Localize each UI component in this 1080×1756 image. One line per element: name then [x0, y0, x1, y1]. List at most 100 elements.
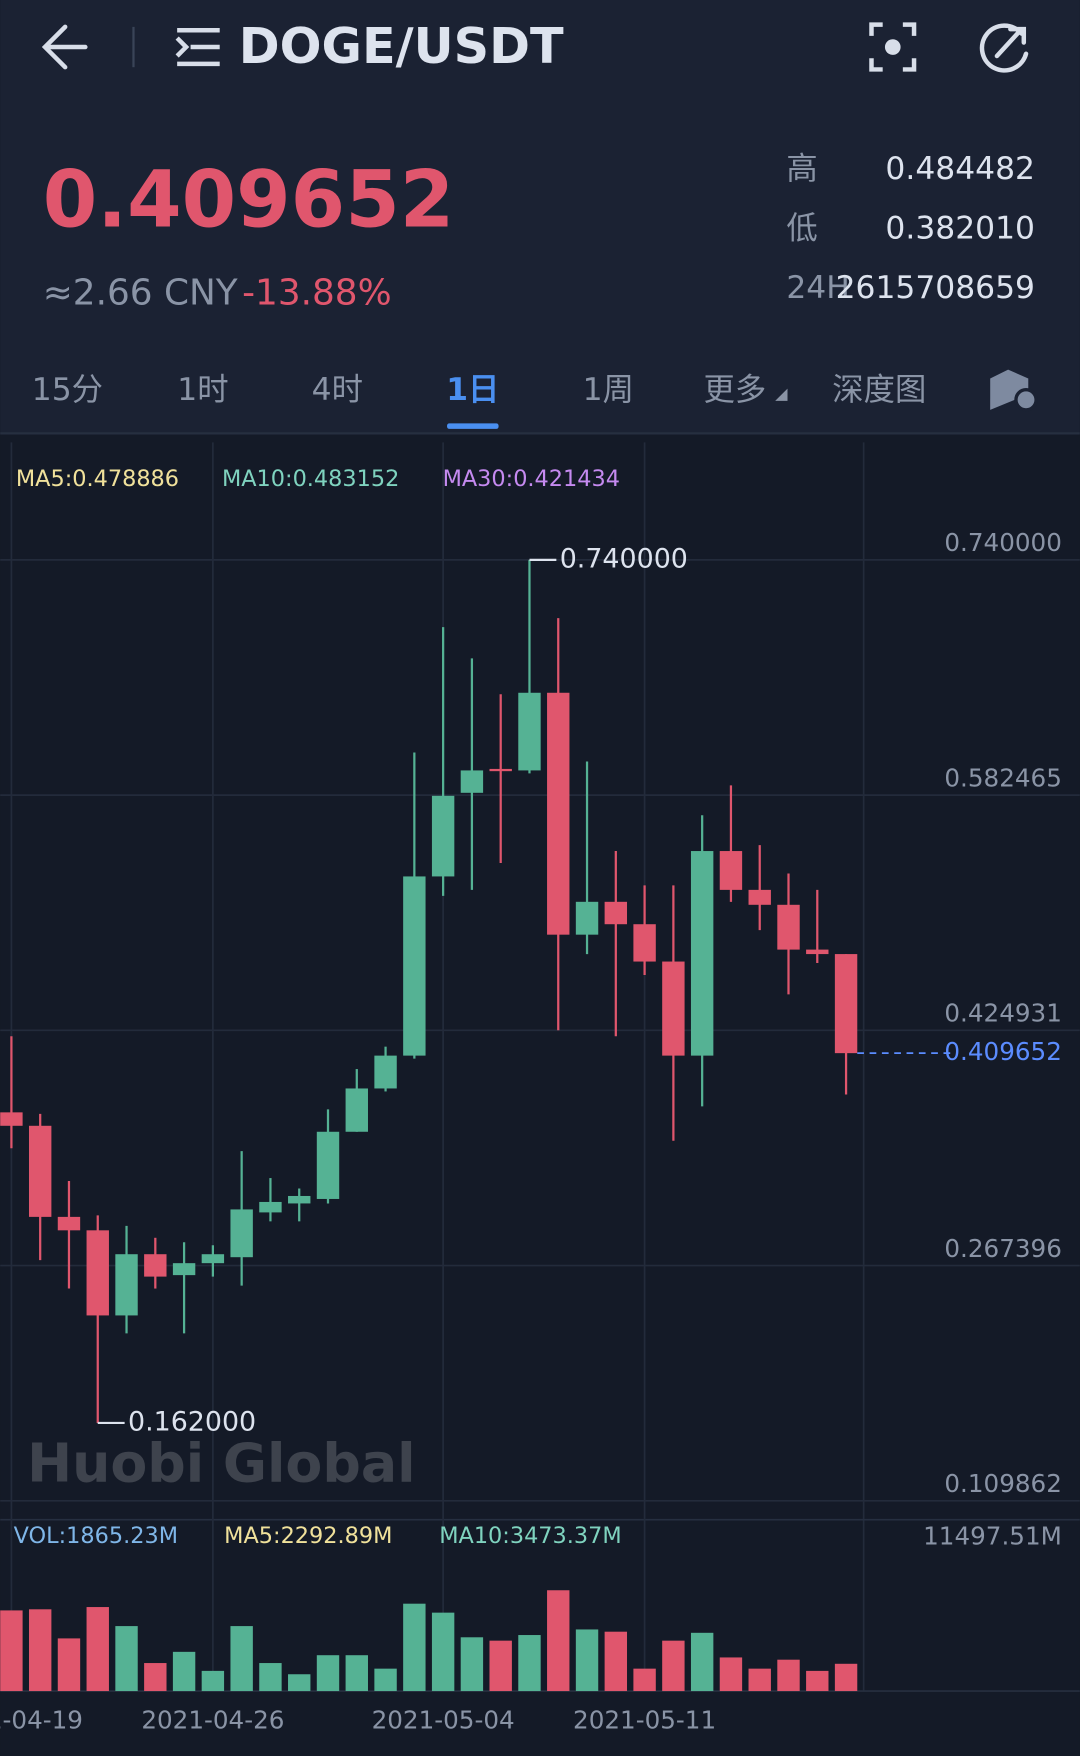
current-price-label: 0.409652: [944, 1037, 1062, 1066]
candle-body: [57, 1216, 81, 1231]
candle-body: [690, 851, 714, 1056]
y-tick-label: 0.424931: [944, 999, 1062, 1028]
last-price: 0.409652: [43, 154, 455, 245]
candle-body: [316, 1131, 340, 1199]
candle-body: [345, 1088, 368, 1132]
volume-bar: [259, 1663, 282, 1692]
candle-body: [431, 795, 455, 877]
price-change: -13.88%: [242, 273, 392, 314]
candle-body: [662, 961, 685, 1056]
candle-body: [806, 949, 829, 955]
candle-body: [403, 876, 426, 1056]
volume-bar: [690, 1632, 714, 1692]
settings-button[interactable]: [990, 369, 1038, 412]
candle-body: [604, 901, 628, 925]
volume-bar: [719, 1657, 743, 1692]
legend-entry: MA5:0.478886: [16, 466, 179, 492]
candle-body: [518, 692, 541, 771]
volume-bar: [144, 1663, 167, 1692]
menu-button[interactable]: [175, 27, 220, 67]
candle-body: [489, 768, 512, 772]
candle-body: [288, 1195, 311, 1204]
tab[interactable]: 深度图: [832, 372, 926, 408]
volume-bar: [662, 1640, 685, 1692]
candle-body: [547, 692, 570, 935]
header-background: [0, 0, 1080, 434]
plot: 0.740000 0.582465 0.424931 0.267396 0.109862…: [0, 442, 1080, 1734]
x-tick-label: 2021-05-04: [372, 1705, 515, 1734]
legend-entry: MA5:2292.89M: [224, 1523, 392, 1549]
tab[interactable]: 1日: [446, 372, 499, 408]
candle-body: [575, 901, 599, 935]
timeframe-tabs: 15分 1时 4时 1日 1周 更多 深度图: [32, 372, 926, 429]
watermark: Huobi Global: [27, 1432, 415, 1495]
annotation-label: 0.740000: [560, 543, 688, 574]
candle-body: [144, 1254, 167, 1277]
legend-entry: MA30:0.421434: [443, 466, 620, 492]
more-indicator: [775, 388, 788, 401]
candle-body: [28, 1125, 52, 1217]
stat-value: 2615708659: [836, 270, 1035, 306]
legend-entry: MA10:3473.37M: [439, 1523, 621, 1549]
stat-label: 低: [786, 211, 817, 247]
stat-value: 0.484482: [885, 151, 1035, 187]
volume-bar: [575, 1629, 599, 1692]
candle-body: [777, 904, 800, 950]
volume-bar: [316, 1655, 340, 1692]
tab[interactable]: 4时: [312, 372, 363, 408]
y-tick-label: 0.740000: [944, 528, 1062, 557]
volume-bar: [633, 1668, 656, 1692]
stat-label: 24H: [786, 270, 849, 306]
scan-button[interactable]: [869, 22, 917, 72]
volume-bar: [489, 1640, 512, 1692]
tab-underline: [447, 423, 499, 429]
refresh-button[interactable]: [979, 23, 1029, 73]
volume-bar: [230, 1626, 253, 1692]
candle-body: [460, 770, 484, 793]
candle-body: [374, 1055, 397, 1089]
tab[interactable]: 1周: [583, 372, 634, 408]
volume-bar: [115, 1626, 138, 1692]
candle-body: [834, 954, 858, 1054]
y-tick-label: 0.267396: [944, 1234, 1062, 1263]
volume-bar: [201, 1670, 225, 1692]
back-button[interactable]: [41, 24, 88, 70]
volume-bar: [518, 1635, 541, 1692]
tab[interactable]: 1时: [177, 372, 228, 408]
volume-bar: [777, 1659, 800, 1692]
candle-body: [230, 1209, 253, 1258]
volume-bar: [806, 1670, 829, 1692]
y-tick-label: 0.109862: [944, 1469, 1062, 1498]
pair-title[interactable]: DOGE/USDT: [239, 17, 564, 75]
x-tick-label: 2021-04-19: [0, 1705, 83, 1734]
volume-bar: [57, 1638, 81, 1692]
candle-body: [115, 1254, 138, 1316]
tab[interactable]: 更多: [704, 372, 767, 408]
volume-bar: [345, 1655, 368, 1692]
volume-bar: [748, 1668, 771, 1692]
tab[interactable]: 15分: [32, 372, 103, 408]
volume-bar: [547, 1590, 570, 1692]
chart-background: [0, 433, 1080, 1756]
volume-bar: [834, 1663, 858, 1692]
volume-bar: [604, 1631, 628, 1692]
stat-label: 高: [786, 151, 817, 187]
cny-price: ≈2.66 CNY: [43, 273, 238, 314]
candle-body: [259, 1201, 282, 1213]
candle-body: [172, 1263, 196, 1276]
candle-body: [719, 851, 743, 890]
volume-bar: [403, 1603, 426, 1692]
stat-value: 0.382010: [885, 211, 1035, 247]
volume-bar: [0, 1610, 23, 1692]
y-tick-label: 11497.51M: [923, 1522, 1062, 1551]
volume-bar: [431, 1612, 455, 1692]
candle-body: [748, 889, 771, 905]
volume-bar: [28, 1609, 52, 1692]
volume-bar: [86, 1607, 109, 1692]
legend-entry: VOL:1865.23M: [14, 1523, 178, 1549]
annotation-label: 0.162000: [128, 1406, 256, 1437]
volume-bar: [460, 1637, 484, 1692]
